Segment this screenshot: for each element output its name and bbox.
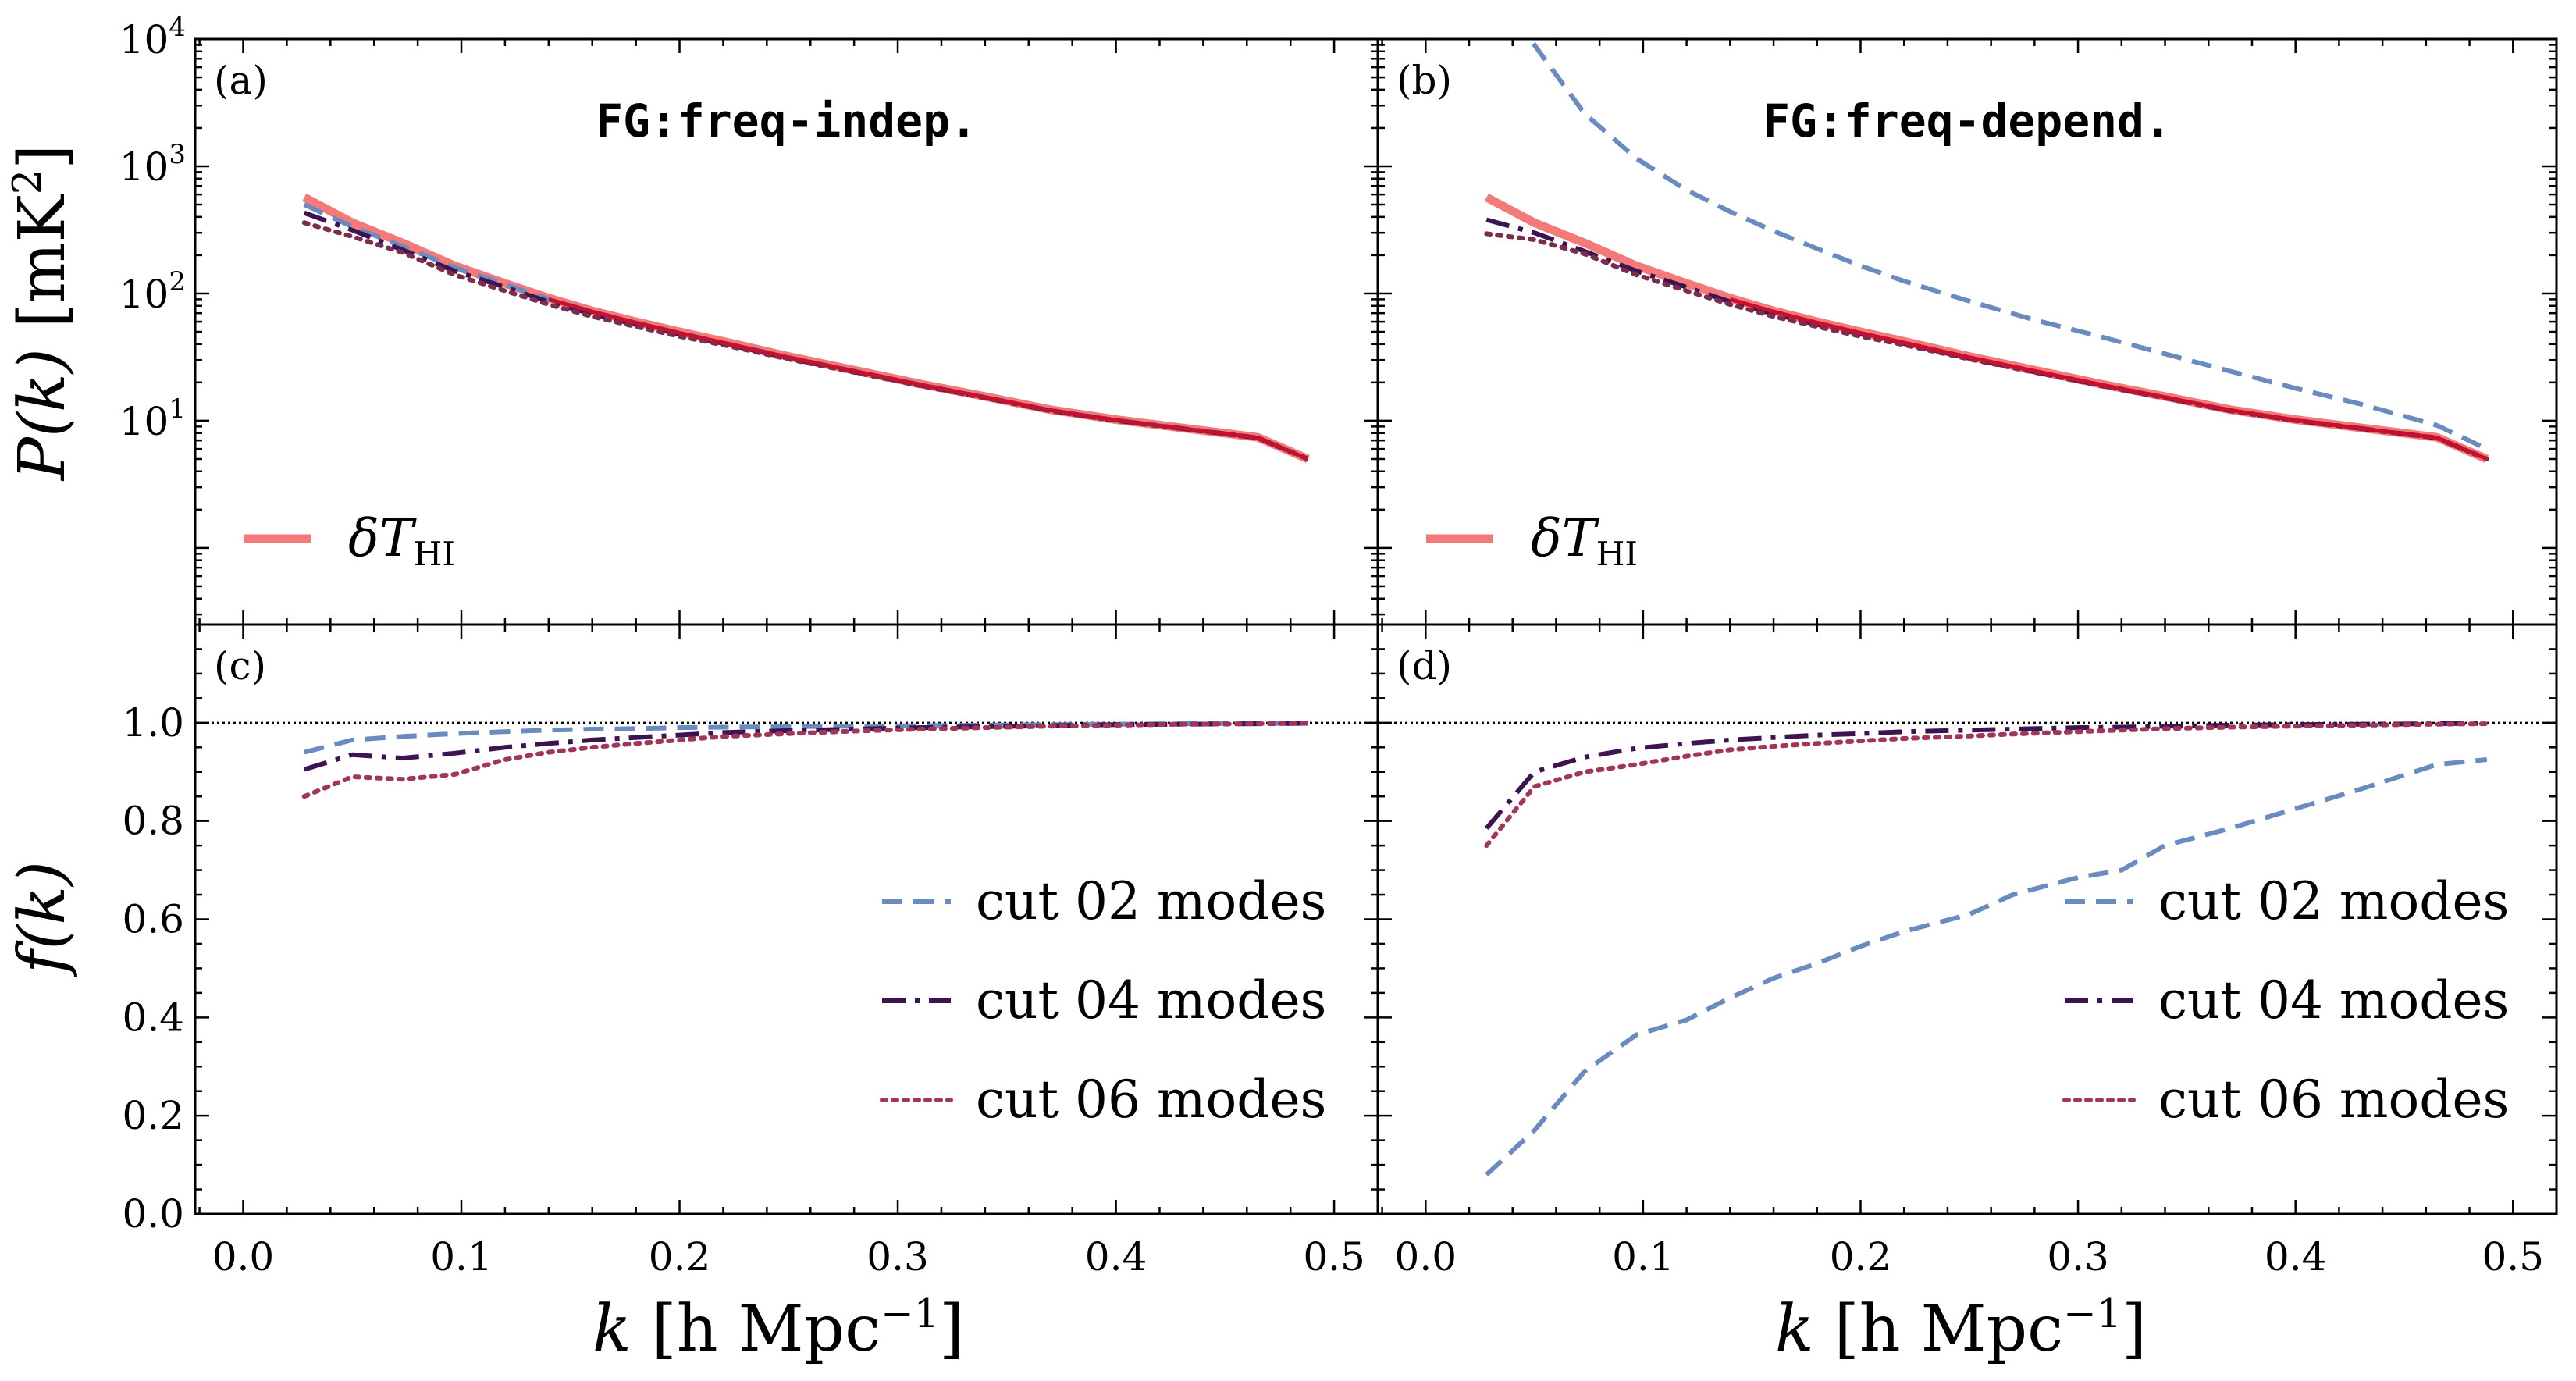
panel-label: (b) [1397, 58, 1452, 103]
x-ticks [198, 39, 1336, 625]
x-ticks [198, 625, 1336, 1214]
panel-b: (b) FG:freq-depend. δTHI [1376, 37, 2558, 626]
series-line-cut-04-modes [303, 721, 1308, 772]
y-tick-label: 0.0 [122, 1191, 184, 1237]
x-tick-label: 0.1 [1612, 1234, 1674, 1280]
x-tick-label: 0.5 [2482, 1234, 2545, 1280]
legend-label: cut 04 modes [976, 970, 1326, 1030]
series-group [301, 721, 1311, 799]
series-line--t-hi [302, 193, 1310, 464]
x-tick-label: 0.4 [1085, 1234, 1147, 1280]
y-tick-label: 0.4 [122, 995, 184, 1040]
series-line-cut-06-modes [301, 220, 1311, 461]
legend-label: cut 02 modes [976, 871, 1326, 931]
legend-label: cut 04 modes [2158, 970, 2509, 1030]
legend-label: cut 06 modes [2158, 1070, 2509, 1130]
x-tick-label: 0.3 [866, 1234, 929, 1280]
series-group [1484, 39, 2489, 464]
k-axis-label-left: k [h Mpc−1] [592, 1290, 964, 1366]
series-line-cut-02-modes [1528, 39, 2489, 451]
y-tick-label: 0.6 [122, 897, 184, 942]
y-tick-label: 102 [119, 266, 186, 317]
series-line-cut-02-modes [304, 721, 1308, 755]
x-ticks [1381, 625, 2514, 1214]
legend-label: cut 06 modes [976, 1070, 1326, 1130]
x-tick-label: 0.3 [2047, 1234, 2109, 1280]
panel-d: 0.0 0.1 0.2 0.3 0.4 0.5 (d) cut 02 modes cut 04 … [1376, 623, 2558, 1280]
panel-title: FG:freq-indep. [596, 94, 977, 148]
legend-label: cut 02 modes [2158, 871, 2509, 931]
y-tick-label: 103 [119, 139, 186, 190]
series-line-cut-06-modes [301, 721, 1311, 799]
y-ticks [1378, 37, 2556, 616]
series-group [1484, 721, 2489, 1176]
series-line-overlay [1729, 297, 2488, 461]
k-axis-label-right: k [h Mpc−1] [1775, 1290, 2147, 1366]
fk-axis-label: f(k) [5, 861, 80, 978]
x-tick-label: 0.4 [2265, 1234, 2327, 1280]
y-tick-label: 104 [119, 12, 186, 62]
axis-labels: P(k) [mK2] f(k) k [h Mpc−1] k [h Mpc−1] [4, 144, 2147, 1366]
series-line-overlay [548, 297, 1309, 461]
series-group [301, 193, 1311, 464]
panel-label: (d) [1397, 643, 1452, 689]
y-tick-label: 101 [119, 393, 186, 444]
x-tick-label: 0.2 [1830, 1234, 1892, 1280]
y-tick-label: 0.8 [122, 799, 184, 844]
panel-a: 101 102 103 104 (a) FG:freq-indep. δTHI [119, 12, 1379, 626]
panel-label: (c) [214, 643, 266, 689]
y-ticks [1378, 623, 2556, 1215]
series-line-cut-04-modes [1485, 721, 2487, 831]
panel-label: (a) [214, 58, 268, 103]
panel-title: FG:freq-depend. [1763, 94, 2172, 148]
x-tick-label: 0.2 [649, 1234, 711, 1280]
x-tick-label: 0.0 [1395, 1234, 1457, 1280]
legend-label: δTHI [1531, 508, 1638, 573]
y-tick-label: 0.2 [122, 1093, 184, 1138]
legend-label: δTHI [348, 508, 455, 573]
series-line--t-hi [1484, 193, 2489, 464]
series-line-cut-06-modes [1484, 721, 2489, 849]
x-tick-label: 0.1 [430, 1234, 493, 1280]
x-tick-label: 0.5 [1303, 1234, 1365, 1280]
x-tick-label: 0.0 [212, 1234, 275, 1280]
panels: 101 102 103 104 (a) FG:freq-indep. δTHI (b) FG:f… [119, 12, 2558, 1280]
y-tick-label: 1.0 [122, 700, 184, 746]
panel-c: 0.0 0.1 0.2 0.3 0.4 0.5 0.0 0.2 0.4 0.6 0.8 1.0 (c) c… [122, 623, 1379, 1280]
pk-axis-label: P(k) [mK2] [4, 144, 80, 482]
